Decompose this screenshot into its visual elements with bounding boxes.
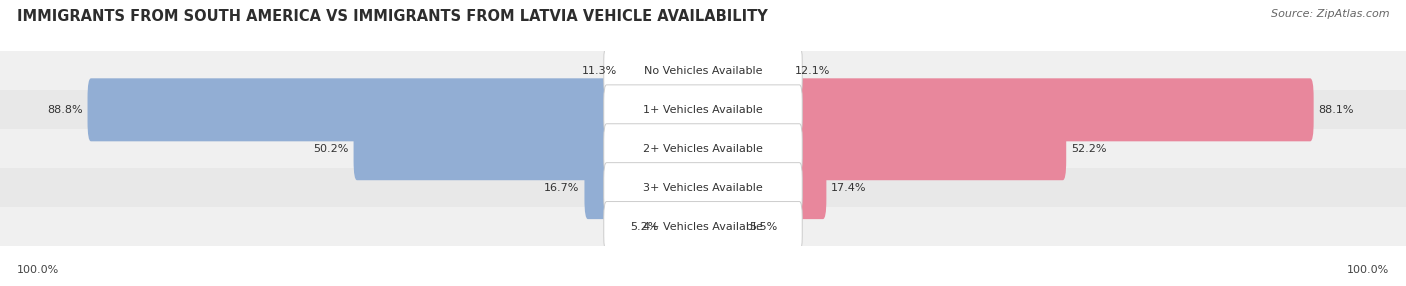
Bar bbox=[0, 129, 1406, 168]
Text: 100.0%: 100.0% bbox=[17, 265, 59, 275]
Text: 50.2%: 50.2% bbox=[314, 144, 349, 154]
FancyBboxPatch shape bbox=[700, 78, 1313, 141]
Text: 16.7%: 16.7% bbox=[544, 183, 579, 192]
Text: 17.4%: 17.4% bbox=[831, 183, 866, 192]
Text: 2+ Vehicles Available: 2+ Vehicles Available bbox=[643, 144, 763, 154]
FancyBboxPatch shape bbox=[700, 156, 827, 219]
Text: 5.2%: 5.2% bbox=[630, 222, 659, 231]
FancyBboxPatch shape bbox=[664, 195, 706, 258]
FancyBboxPatch shape bbox=[603, 46, 803, 96]
FancyBboxPatch shape bbox=[621, 39, 706, 102]
Text: 11.3%: 11.3% bbox=[582, 66, 617, 76]
FancyBboxPatch shape bbox=[585, 156, 706, 219]
Text: 52.2%: 52.2% bbox=[1071, 144, 1107, 154]
Text: 4+ Vehicles Available: 4+ Vehicles Available bbox=[643, 222, 763, 231]
FancyBboxPatch shape bbox=[603, 124, 803, 174]
Text: No Vehicles Available: No Vehicles Available bbox=[644, 66, 762, 76]
Text: 3+ Vehicles Available: 3+ Vehicles Available bbox=[643, 183, 763, 192]
Text: 5.5%: 5.5% bbox=[749, 222, 778, 231]
Text: 100.0%: 100.0% bbox=[1347, 265, 1389, 275]
Bar bbox=[0, 168, 1406, 207]
FancyBboxPatch shape bbox=[700, 195, 744, 258]
FancyBboxPatch shape bbox=[353, 117, 706, 180]
FancyBboxPatch shape bbox=[603, 163, 803, 212]
FancyBboxPatch shape bbox=[87, 78, 706, 141]
Text: Source: ZipAtlas.com: Source: ZipAtlas.com bbox=[1271, 9, 1389, 19]
Bar bbox=[0, 51, 1406, 90]
Text: 88.1%: 88.1% bbox=[1319, 105, 1354, 115]
FancyBboxPatch shape bbox=[700, 117, 1066, 180]
FancyBboxPatch shape bbox=[603, 85, 803, 135]
Bar bbox=[0, 90, 1406, 129]
Text: 1+ Vehicles Available: 1+ Vehicles Available bbox=[643, 105, 763, 115]
FancyBboxPatch shape bbox=[700, 39, 790, 102]
Text: IMMIGRANTS FROM SOUTH AMERICA VS IMMIGRANTS FROM LATVIA VEHICLE AVAILABILITY: IMMIGRANTS FROM SOUTH AMERICA VS IMMIGRA… bbox=[17, 9, 768, 23]
Text: 12.1%: 12.1% bbox=[794, 66, 830, 76]
FancyBboxPatch shape bbox=[603, 202, 803, 251]
Text: 88.8%: 88.8% bbox=[46, 105, 83, 115]
Bar bbox=[0, 207, 1406, 246]
